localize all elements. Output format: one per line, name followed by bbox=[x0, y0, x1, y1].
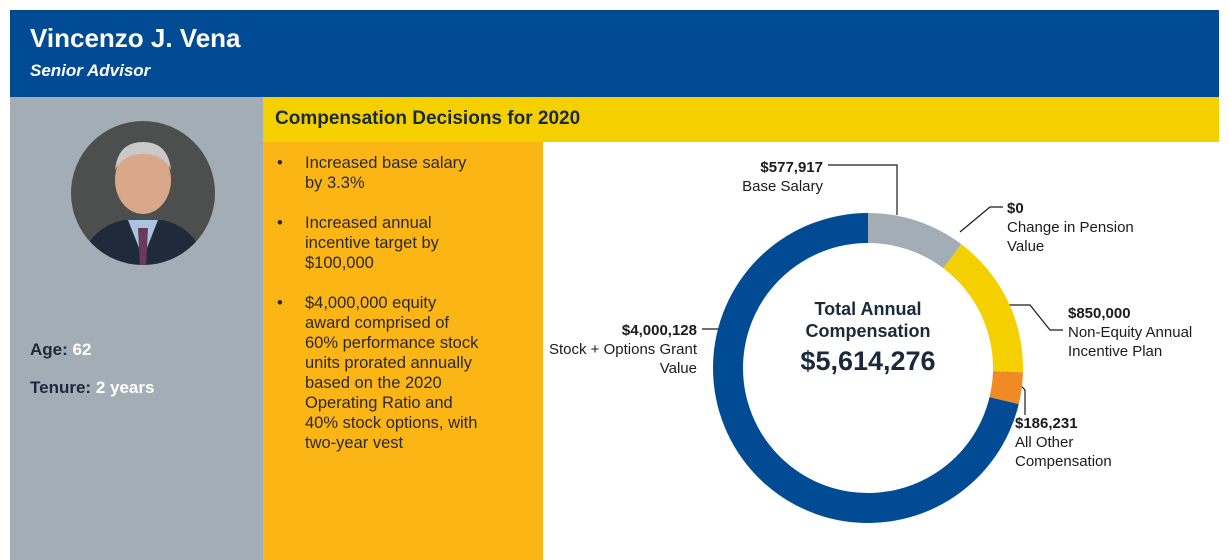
decision-item: Increased base salary by 3.3% bbox=[263, 153, 480, 193]
center-label: Total Annual Compensation $5,614,276 bbox=[768, 298, 968, 377]
leader-line bbox=[960, 207, 1003, 232]
category-label: Change in Pension Value bbox=[1007, 219, 1134, 255]
section-title: Compensation Decisions for 2020 bbox=[275, 108, 580, 130]
category-label: Non-Equity Annual Incentive Plan bbox=[1068, 324, 1192, 360]
role: Senior Advisor bbox=[30, 61, 150, 81]
value-label: $577,917 bbox=[623, 158, 823, 177]
section-bar: Compensation Decisions for 2020 bbox=[263, 97, 1219, 142]
header: Vincenzo J. Vena Senior Advisor bbox=[10, 10, 1219, 97]
decision-item: Increased annual incentive target by $10… bbox=[263, 213, 480, 273]
category-label: All Other Compensation bbox=[1015, 434, 1112, 470]
category-label: Base Salary bbox=[742, 178, 823, 195]
decision-item: $4,000,000 equity award comprised of 60%… bbox=[263, 293, 480, 453]
age: Age: 62 bbox=[30, 340, 91, 360]
center-title: Total Annual Compensation bbox=[793, 298, 943, 342]
leader-line bbox=[828, 165, 897, 215]
tenure: Tenure: 2 years bbox=[30, 378, 154, 398]
decisions-panel: Increased base salary by 3.3% Increased a… bbox=[263, 142, 543, 560]
decision-list: Increased base salary by 3.3% Increased a… bbox=[263, 153, 543, 453]
photo bbox=[68, 118, 218, 268]
value-label: $850,000 bbox=[1068, 304, 1229, 323]
name: Vincenzo J. Vena bbox=[30, 23, 241, 54]
value-label: $186,231 bbox=[1015, 414, 1155, 433]
tenure-label: Tenure: bbox=[30, 378, 91, 397]
category-label: Stock + Options Grant Value bbox=[549, 341, 697, 377]
age-value: 62 bbox=[73, 340, 92, 359]
slice bbox=[868, 213, 961, 268]
tenure-value: 2 years bbox=[96, 378, 155, 397]
value-label: $4,000,128 bbox=[527, 321, 697, 340]
age-label: Age: bbox=[30, 340, 68, 359]
profile-panel: Age: 62 Tenure: 2 years bbox=[10, 97, 263, 560]
center-value: $5,614,276 bbox=[768, 346, 968, 377]
page: Vincenzo J. Vena Senior Advisor Age: 62 … bbox=[0, 0, 1229, 560]
value-label: $0 bbox=[1007, 199, 1137, 218]
